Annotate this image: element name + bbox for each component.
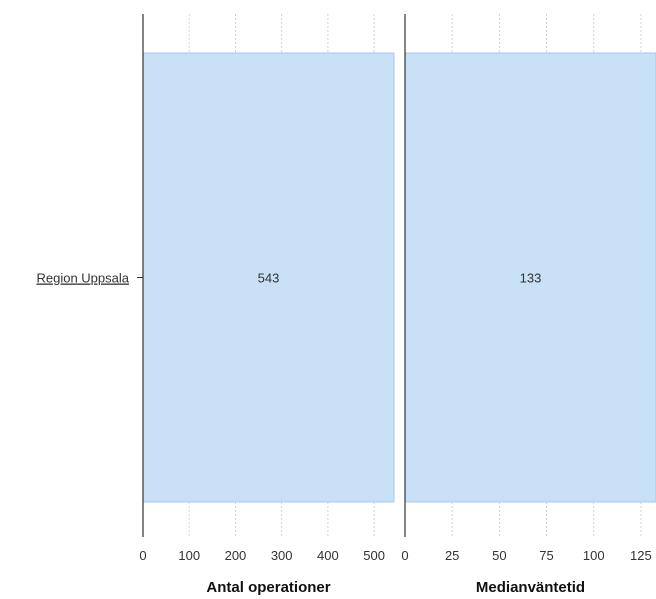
panel-1: 543 0 100 200 300 400 500 Antal operationer	[139, 14, 395, 596]
chart-root: 543 0 100 200 300 400 500 Antal operationer 133 0…	[36, 14, 656, 596]
bar	[404, 52, 656, 503]
x-tick-label: 500	[363, 548, 385, 563]
x-tick-label: 75	[539, 548, 553, 563]
x-tick-label: 300	[271, 548, 293, 563]
data-label: 133	[520, 271, 542, 286]
x-tick-label: 50	[492, 548, 506, 563]
x-tick-label: 0	[139, 548, 146, 563]
x-axis-title: Medianväntetid	[476, 579, 585, 596]
x-tick-label: 25	[445, 548, 459, 563]
x-tick-label: 400	[317, 548, 339, 563]
data-label: 543	[258, 271, 280, 286]
panel-2: 133 0 25 50 75 100 125 Medianväntetid	[401, 14, 656, 596]
x-tick-label: 100	[178, 548, 200, 563]
x-tick-label: 125	[630, 548, 652, 563]
x-tick-label: 0	[401, 548, 408, 563]
x-tick-label: 100	[583, 548, 605, 563]
x-tick-label: 200	[225, 548, 247, 563]
y-tick-label: Region Uppsala	[36, 271, 129, 286]
bar	[142, 52, 395, 503]
x-axis-title: Antal operationer	[206, 579, 330, 596]
